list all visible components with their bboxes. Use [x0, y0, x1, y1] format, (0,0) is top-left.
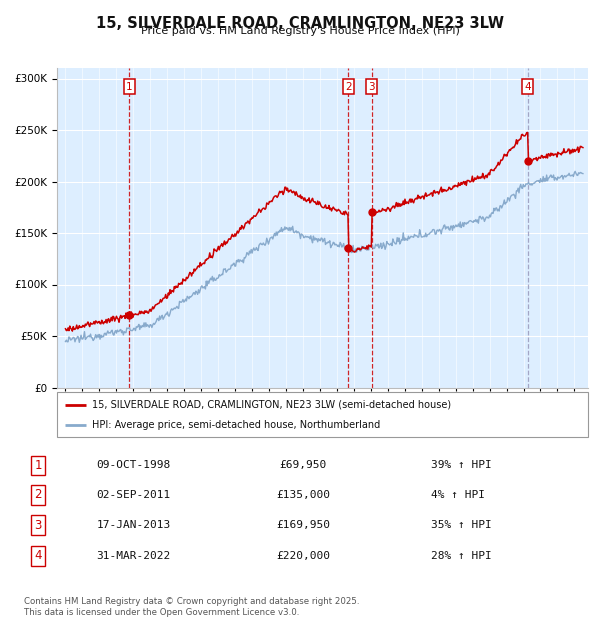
Text: 39% ↑ HPI: 39% ↑ HPI: [431, 461, 492, 471]
Text: 35% ↑ HPI: 35% ↑ HPI: [431, 520, 492, 530]
Text: £169,950: £169,950: [276, 520, 330, 530]
Text: 2: 2: [345, 82, 352, 92]
Text: 09-OCT-1998: 09-OCT-1998: [97, 461, 171, 471]
Text: 1: 1: [126, 82, 133, 92]
Text: 2: 2: [34, 488, 42, 501]
Text: Contains HM Land Registry data © Crown copyright and database right 2025.
This d: Contains HM Land Registry data © Crown c…: [24, 598, 359, 617]
Text: 15, SILVERDALE ROAD, CRAMLINGTON, NE23 3LW: 15, SILVERDALE ROAD, CRAMLINGTON, NE23 3…: [96, 16, 504, 30]
Text: HPI: Average price, semi-detached house, Northumberland: HPI: Average price, semi-detached house,…: [92, 420, 380, 430]
Text: £135,000: £135,000: [276, 490, 330, 500]
Text: Price paid vs. HM Land Registry's House Price Index (HPI): Price paid vs. HM Land Registry's House …: [140, 26, 460, 36]
Text: 4: 4: [34, 549, 42, 562]
Text: 4% ↑ HPI: 4% ↑ HPI: [431, 490, 485, 500]
Text: 28% ↑ HPI: 28% ↑ HPI: [431, 551, 492, 560]
Text: 3: 3: [34, 519, 41, 532]
Text: 31-MAR-2022: 31-MAR-2022: [97, 551, 171, 560]
Text: 17-JAN-2013: 17-JAN-2013: [97, 520, 171, 530]
Text: 4: 4: [524, 82, 531, 92]
Text: 1: 1: [34, 459, 42, 472]
Text: 15, SILVERDALE ROAD, CRAMLINGTON, NE23 3LW (semi-detached house): 15, SILVERDALE ROAD, CRAMLINGTON, NE23 3…: [92, 399, 451, 410]
Text: 3: 3: [368, 82, 375, 92]
Text: 02-SEP-2011: 02-SEP-2011: [97, 490, 171, 500]
Text: £220,000: £220,000: [276, 551, 330, 560]
FancyBboxPatch shape: [57, 392, 588, 437]
Text: £69,950: £69,950: [280, 461, 326, 471]
